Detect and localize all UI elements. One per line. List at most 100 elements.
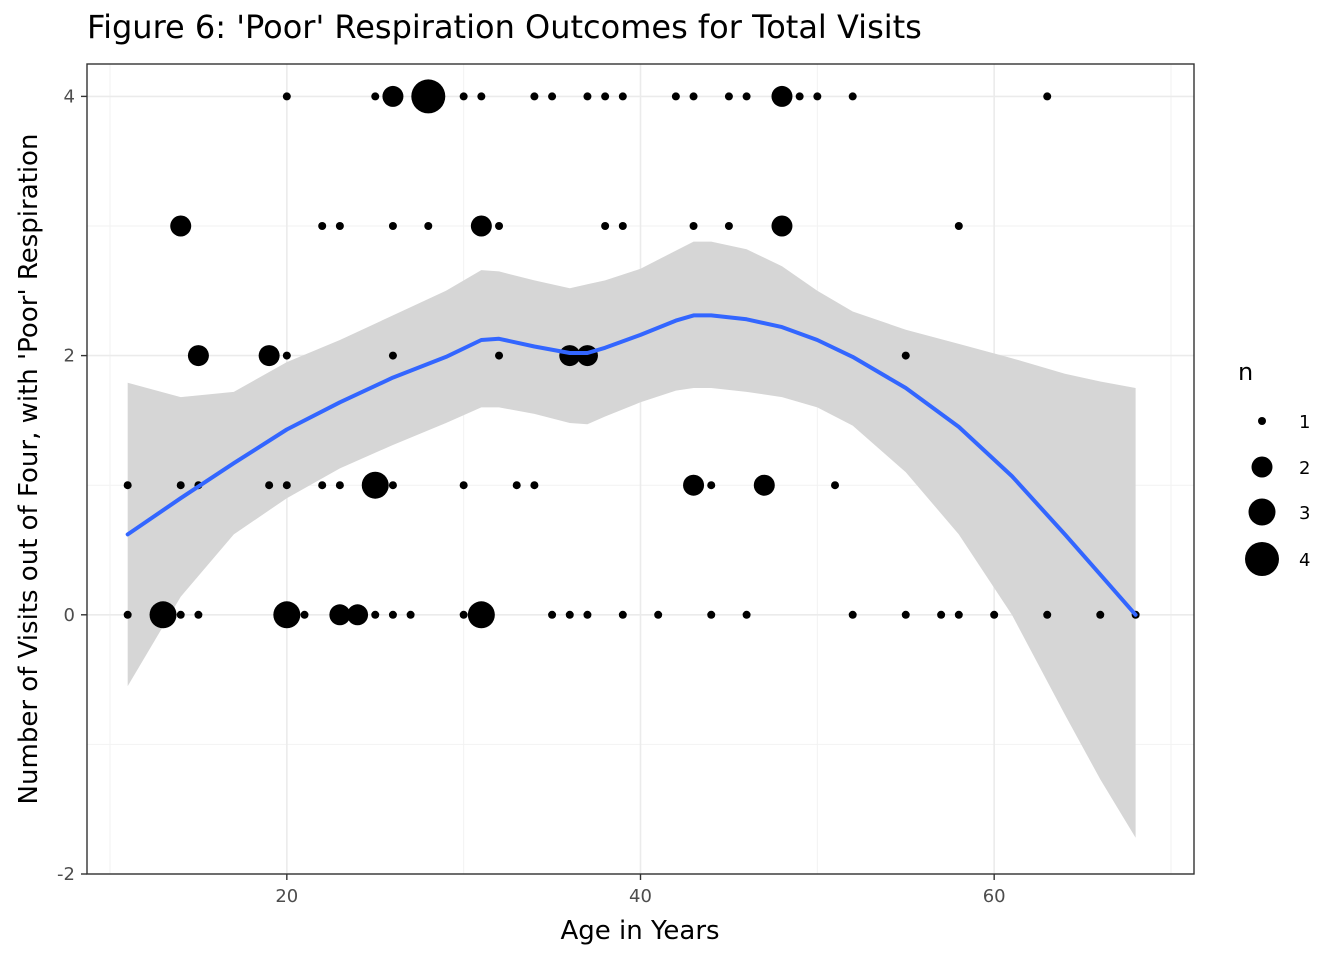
data-point (258, 345, 280, 367)
data-point (548, 92, 557, 101)
data-point (671, 92, 680, 101)
legend-key (1248, 498, 1276, 526)
confidence-band-area (127, 241, 1136, 838)
data-point (530, 92, 539, 101)
data-point (618, 222, 627, 230)
data-point (1096, 610, 1105, 619)
data-point (371, 610, 380, 619)
data-point (724, 222, 733, 230)
x-axis: 20 40 60 (275, 874, 1006, 907)
data-point (282, 481, 291, 490)
data-point (459, 610, 468, 619)
data-point (689, 92, 698, 101)
legend-label: 2 (1299, 458, 1310, 479)
y-tick-label: 2 (64, 346, 75, 367)
data-point (388, 481, 397, 490)
legend-label: 3 (1299, 503, 1310, 524)
data-point (848, 92, 857, 101)
data-point (123, 481, 132, 490)
data-point (583, 92, 592, 101)
x-tick-label: 60 (983, 886, 1006, 907)
y-axis: -2 0 2 4 (57, 86, 87, 885)
smooth-line (125, 313, 1138, 617)
data-point (282, 351, 291, 360)
data-point (548, 610, 557, 619)
data-point (194, 610, 203, 619)
smooth-line-layer (125, 313, 1138, 617)
data-point (318, 481, 327, 490)
y-axis-title: Number of Visits out of Four, with 'Poor… (14, 134, 44, 805)
chart-title: Figure 6: 'Poor' Respiration Outcomes fo… (87, 8, 922, 46)
data-point (901, 351, 910, 360)
x-tick-label: 40 (629, 886, 652, 907)
data-point (176, 610, 185, 619)
data-point (467, 601, 495, 629)
data-point (954, 222, 963, 230)
data-point (707, 481, 716, 490)
data-point (601, 222, 610, 230)
data-point (795, 92, 804, 101)
data-point (654, 610, 663, 619)
data-point (742, 610, 751, 619)
data-point (495, 351, 504, 360)
data-point (149, 601, 177, 629)
data-point (724, 92, 733, 101)
legend-key (1245, 542, 1279, 576)
data-point (1043, 610, 1052, 619)
data-point (683, 474, 705, 496)
data-point (530, 481, 539, 490)
data-point (406, 610, 415, 619)
data-point (123, 610, 132, 619)
points-layer (123, 79, 1140, 629)
data-point (347, 604, 369, 626)
data-point (411, 79, 446, 114)
y-tick-label: -2 (57, 864, 75, 885)
y-tick-label: 0 (64, 605, 75, 626)
legend-label: 1 (1299, 412, 1310, 433)
x-tick-label: 20 (275, 886, 298, 907)
data-point (848, 610, 857, 619)
data-point (771, 215, 793, 237)
data-point (742, 92, 751, 101)
data-point (576, 345, 598, 367)
data-point (618, 92, 627, 101)
data-point (565, 610, 574, 619)
data-point (601, 92, 610, 101)
data-point (187, 345, 209, 367)
data-point (300, 610, 309, 619)
legend-key (1258, 417, 1266, 425)
data-point (813, 92, 822, 101)
data-point (265, 481, 274, 490)
data-point (689, 222, 698, 230)
data-point (424, 222, 433, 230)
data-point (583, 610, 592, 619)
data-point (273, 601, 301, 629)
y-tick-label: 4 (64, 86, 75, 107)
data-point (618, 610, 627, 619)
data-point (753, 474, 775, 496)
data-point (318, 222, 327, 230)
legend: n 1 2 3 4 (1238, 358, 1310, 576)
data-point (329, 604, 351, 626)
data-point (512, 481, 521, 490)
data-point (1043, 92, 1052, 101)
data-point (495, 222, 504, 230)
data-point (335, 481, 344, 490)
confidence-band (127, 241, 1136, 838)
legend-key (1251, 456, 1273, 478)
data-point (771, 85, 793, 107)
legend-label: 4 (1299, 550, 1310, 571)
data-point (382, 85, 404, 107)
data-point (470, 215, 492, 237)
data-point (371, 92, 380, 101)
data-point (459, 92, 468, 101)
data-point (361, 471, 389, 499)
data-point (477, 92, 486, 101)
data-point (901, 610, 910, 619)
x-axis-title: Age in Years (560, 916, 719, 946)
data-point (282, 92, 291, 101)
data-point (388, 351, 397, 360)
data-point (990, 610, 999, 619)
data-point (388, 222, 397, 230)
legend-title: n (1238, 358, 1253, 386)
